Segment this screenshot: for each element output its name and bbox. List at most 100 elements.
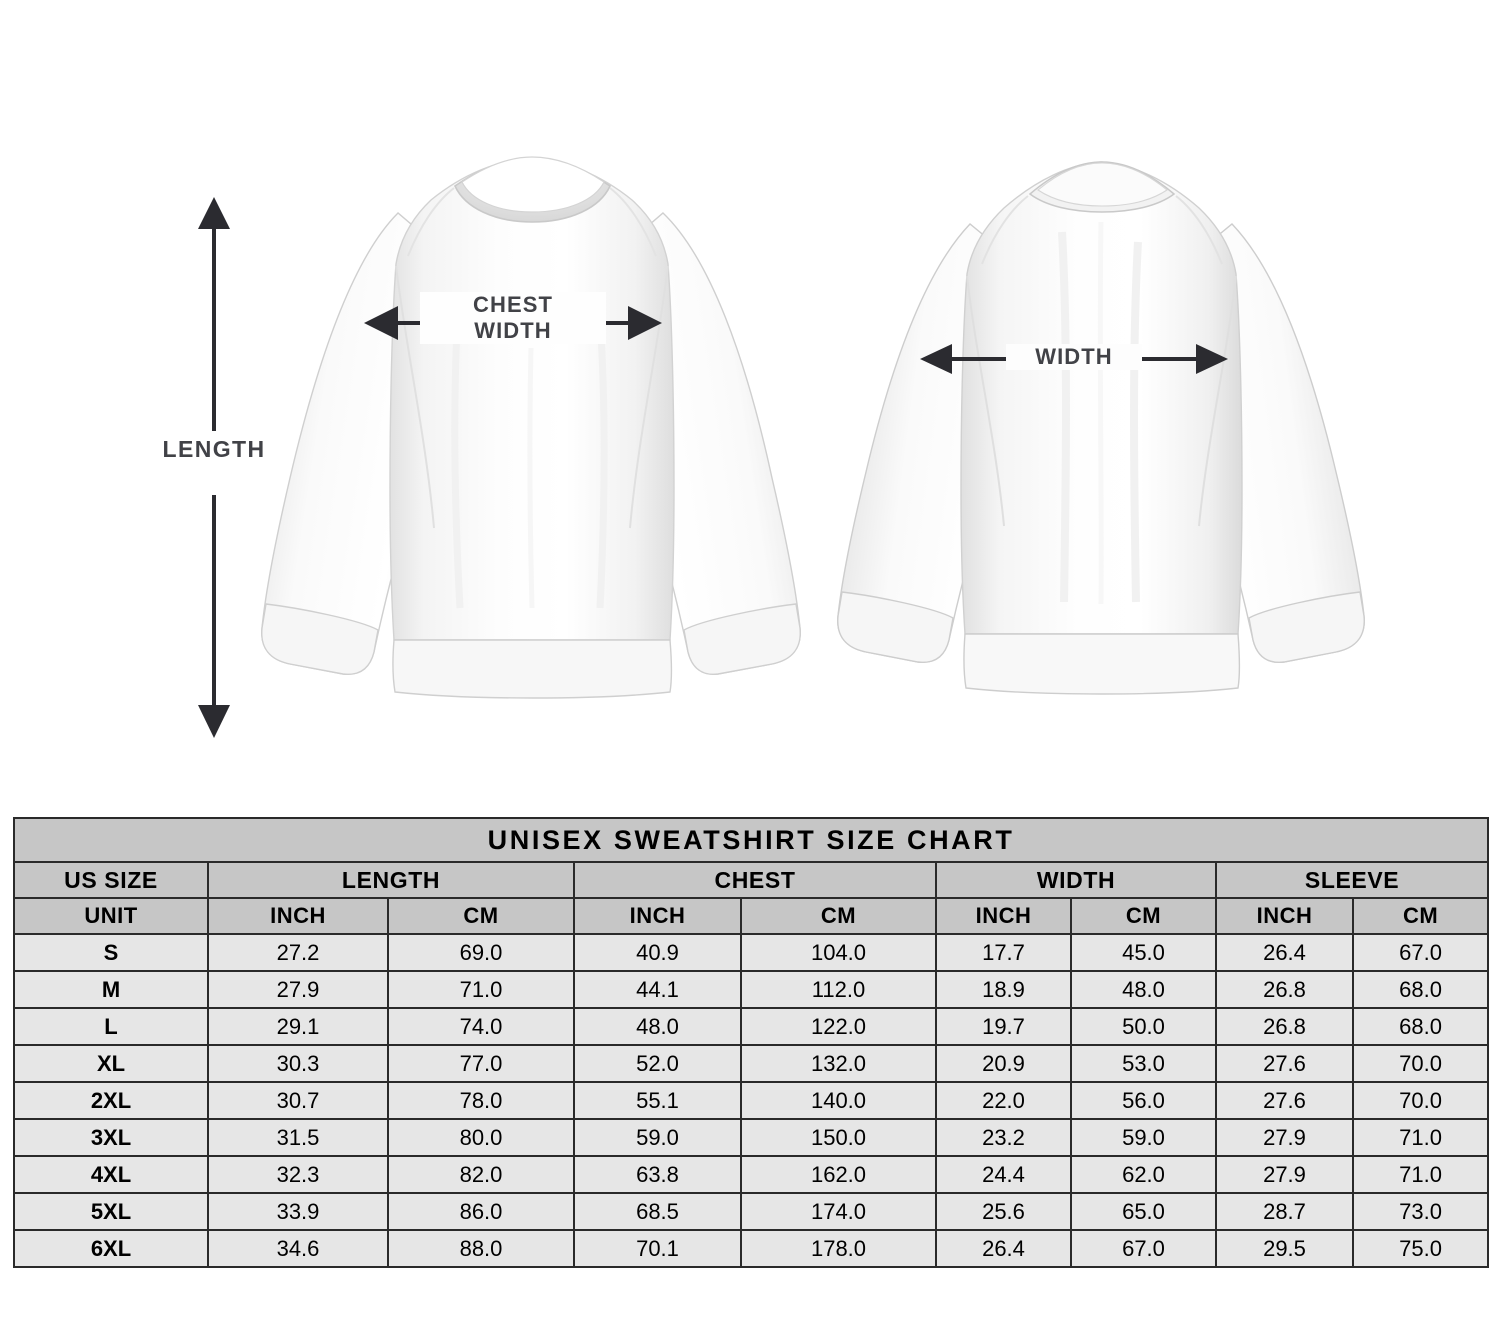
width-measurement: WIDTH [918,338,1230,380]
measure-cell: 27.6 [1215,1081,1354,1120]
chest-width-measurement: CHEST WIDTH [362,292,664,354]
size-label-s: S [13,933,209,972]
group-header-width: WIDTH [935,861,1217,899]
unit-header-8: CM [1351,897,1490,935]
size-label-6xl: 6XL [13,1229,209,1268]
table-unit-header-row: UNIT INCH CM INCH CM INCH CM INCH CM [13,897,1490,935]
table-row: 4XL 32.3 82.0 63.8 162.0 24.4 62.0 27.9 71.0 [13,1155,1490,1194]
unit-header-2: CM [387,897,575,935]
measure-cell: 34.6 [207,1229,389,1268]
measure-cell: 150.0 [740,1118,937,1157]
measure-cell: 71.0 [1351,1155,1490,1194]
group-header-length: LENGTH [207,861,575,899]
group-header-chest: CHEST [573,861,937,899]
measure-cell: 29.1 [207,1007,389,1046]
sweatshirt-back-view [818,112,1383,732]
size-label-5xl: 5XL [13,1192,209,1231]
measure-cell: 140.0 [740,1081,937,1120]
table-title-row: UNISEX SWEATSHIRT SIZE CHART [12,817,1490,863]
measure-cell: 68.0 [1351,970,1490,1009]
table-row: 6XL 34.6 88.0 70.1 178.0 26.4 67.0 29.5 75.0 [13,1229,1490,1268]
measurement-diagram: LENGTH CHEST WIDTH WIDTH [148,108,1383,768]
measure-cell: 17.7 [935,933,1072,972]
table-row: XL 30.3 77.0 52.0 132.0 20.9 53.0 27.6 70.0 [13,1044,1490,1083]
measure-cell: 88.0 [387,1229,575,1268]
chest-width-label-line1: CHEST [472,292,554,317]
measure-cell: 86.0 [387,1192,575,1231]
length-arrow-icon [198,197,230,738]
table-group-header-row: US SIZE LENGTH CHEST WIDTH SLEEVE [13,861,1490,899]
size-label-m: M [13,970,209,1009]
measure-cell: 82.0 [387,1155,575,1194]
unit-header-1: INCH [207,897,389,935]
table-row: 3XL 31.5 80.0 59.0 150.0 23.2 59.0 27.9 71.0 [13,1118,1490,1157]
measure-cell: 55.1 [573,1081,742,1120]
table-title: UNISEX SWEATSHIRT SIZE CHART [12,817,1490,863]
measure-cell: 19.7 [935,1007,1072,1046]
unit-header-3: INCH [573,897,742,935]
measure-cell: 45.0 [1070,933,1217,972]
measure-cell: 24.4 [935,1155,1072,1194]
measure-cell: 104.0 [740,933,937,972]
measure-cell: 27.9 [1215,1118,1354,1157]
measure-cell: 67.0 [1351,933,1490,972]
size-label-4xl: 4XL [13,1155,209,1194]
width-label: WIDTH [1006,344,1142,370]
measure-cell: 27.6 [1215,1044,1354,1083]
size-label-xl: XL [13,1044,209,1083]
measure-cell: 25.6 [935,1192,1072,1231]
measure-cell: 75.0 [1351,1229,1490,1268]
unit-header-0: UNIT [13,897,209,935]
measure-cell: 27.9 [1215,1155,1354,1194]
table-body: S 27.2 69.0 40.9 104.0 17.7 45.0 26.4 67.0 M 27.9 7… [13,933,1490,1268]
size-label-l: L [13,1007,209,1046]
length-measurement: LENGTH [148,195,280,740]
measure-cell: 78.0 [387,1081,575,1120]
measure-cell: 40.9 [573,933,742,972]
measure-cell: 74.0 [387,1007,575,1046]
measure-cell: 26.4 [1215,933,1354,972]
measure-cell: 178.0 [740,1229,937,1268]
measure-cell: 26.8 [1215,970,1354,1009]
measure-cell: 44.1 [573,970,742,1009]
group-header-us-size: US SIZE [13,861,209,899]
chest-width-label: CHEST WIDTH [420,292,606,344]
measure-cell: 33.9 [207,1192,389,1231]
measure-cell: 62.0 [1070,1155,1217,1194]
sweatshirt-front-view [248,108,813,768]
measure-cell: 26.8 [1215,1007,1354,1046]
measure-cell: 32.3 [207,1155,389,1194]
measure-cell: 50.0 [1070,1007,1217,1046]
table-row: L 29.1 74.0 48.0 122.0 19.7 50.0 26.8 68.0 [13,1007,1490,1046]
measure-cell: 30.3 [207,1044,389,1083]
measure-cell: 59.0 [573,1118,742,1157]
measure-cell: 70.1 [573,1229,742,1268]
measure-cell: 71.0 [387,970,575,1009]
measure-cell: 69.0 [387,933,575,972]
measure-cell: 30.7 [207,1081,389,1120]
unit-header-4: CM [740,897,937,935]
measure-cell: 18.9 [935,970,1072,1009]
measure-cell: 73.0 [1351,1192,1490,1231]
unit-header-5: INCH [935,897,1072,935]
table-row: 2XL 30.7 78.0 55.1 140.0 22.0 56.0 27.6 70.0 [13,1081,1490,1120]
measure-cell: 23.2 [935,1118,1072,1157]
measure-cell: 48.0 [1070,970,1217,1009]
measure-cell: 56.0 [1070,1081,1217,1120]
measure-cell: 77.0 [387,1044,575,1083]
measure-cell: 28.7 [1215,1192,1354,1231]
measure-cell: 20.9 [935,1044,1072,1083]
measure-cell: 27.9 [207,970,389,1009]
measure-cell: 48.0 [573,1007,742,1046]
length-label: LENGTH [148,431,280,468]
measure-cell: 174.0 [740,1192,937,1231]
measure-cell: 29.5 [1215,1229,1354,1268]
measure-cell: 27.2 [207,933,389,972]
size-label-3xl: 3XL [13,1118,209,1157]
size-label-2xl: 2XL [13,1081,209,1120]
unit-header-6: CM [1070,897,1217,935]
measure-cell: 70.0 [1351,1044,1490,1083]
table-row: 5XL 33.9 86.0 68.5 174.0 25.6 65.0 28.7 73.0 [13,1192,1490,1231]
measure-cell: 70.0 [1351,1081,1490,1120]
table-row: M 27.9 71.0 44.1 112.0 18.9 48.0 26.8 68.0 [13,970,1490,1009]
